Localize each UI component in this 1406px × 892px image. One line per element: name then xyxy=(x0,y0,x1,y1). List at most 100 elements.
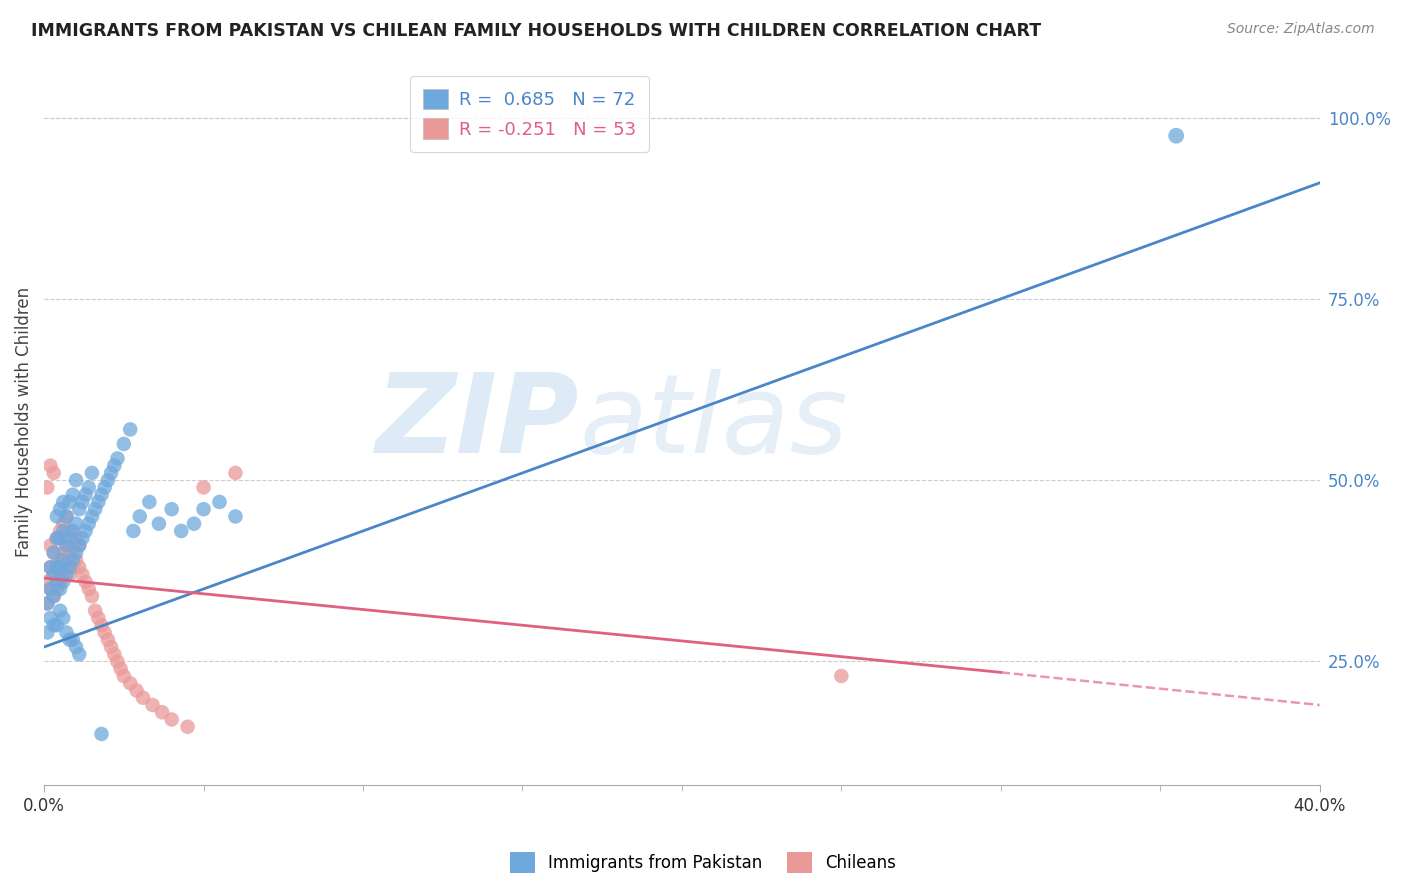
Point xyxy=(65,473,87,487)
Point xyxy=(42,546,65,560)
Point xyxy=(224,466,246,480)
Point xyxy=(42,589,65,603)
Point xyxy=(39,611,62,625)
Point xyxy=(42,466,65,480)
Point xyxy=(62,632,84,647)
Point xyxy=(55,625,77,640)
Point xyxy=(55,538,77,552)
Point xyxy=(59,546,82,560)
Point xyxy=(49,560,72,574)
Point xyxy=(62,488,84,502)
Point xyxy=(193,502,215,516)
Point xyxy=(62,524,84,538)
Point xyxy=(160,502,183,516)
Point xyxy=(84,604,107,618)
Point xyxy=(148,516,170,531)
Point xyxy=(49,553,72,567)
Point xyxy=(55,567,77,582)
Point xyxy=(830,669,852,683)
Point xyxy=(49,574,72,589)
Point xyxy=(52,574,75,589)
Point xyxy=(72,531,94,545)
Point xyxy=(39,560,62,574)
Point xyxy=(112,437,135,451)
Point xyxy=(120,676,142,690)
Point xyxy=(59,495,82,509)
Point xyxy=(52,553,75,567)
Legend: R =  0.685   N = 72, R = -0.251   N = 53: R = 0.685 N = 72, R = -0.251 N = 53 xyxy=(411,76,648,152)
Point xyxy=(110,662,132,676)
Point xyxy=(52,567,75,582)
Point xyxy=(55,509,77,524)
Point xyxy=(65,553,87,567)
Point xyxy=(103,647,125,661)
Point xyxy=(67,538,90,552)
Point xyxy=(39,582,62,596)
Point xyxy=(122,524,145,538)
Point xyxy=(65,531,87,545)
Point xyxy=(45,582,67,596)
Point xyxy=(65,640,87,654)
Point xyxy=(80,589,103,603)
Point xyxy=(80,509,103,524)
Point xyxy=(55,560,77,574)
Point xyxy=(39,458,62,473)
Point xyxy=(45,509,67,524)
Point xyxy=(59,560,82,574)
Point xyxy=(75,488,97,502)
Point xyxy=(72,495,94,509)
Point xyxy=(208,495,231,509)
Point xyxy=(37,574,59,589)
Point xyxy=(84,502,107,516)
Text: atlas: atlas xyxy=(579,368,848,475)
Point xyxy=(37,480,59,494)
Point xyxy=(224,509,246,524)
Point xyxy=(67,538,90,552)
Point xyxy=(176,720,198,734)
Point xyxy=(67,560,90,574)
Point xyxy=(37,597,59,611)
Point xyxy=(100,466,122,480)
Point xyxy=(107,451,129,466)
Point xyxy=(80,466,103,480)
Point xyxy=(52,516,75,531)
Point xyxy=(90,727,112,741)
Point xyxy=(59,531,82,545)
Point xyxy=(75,524,97,538)
Point xyxy=(107,655,129,669)
Point xyxy=(67,647,90,661)
Point xyxy=(55,538,77,552)
Point xyxy=(42,567,65,582)
Point xyxy=(100,640,122,654)
Point xyxy=(128,509,150,524)
Point xyxy=(37,597,59,611)
Point xyxy=(59,567,82,582)
Point xyxy=(42,567,65,582)
Point xyxy=(52,495,75,509)
Point xyxy=(62,538,84,552)
Point xyxy=(62,553,84,567)
Point xyxy=(170,524,193,538)
Point xyxy=(49,524,72,538)
Point xyxy=(59,632,82,647)
Point xyxy=(141,698,163,712)
Point xyxy=(160,713,183,727)
Point xyxy=(45,531,67,545)
Point xyxy=(49,531,72,545)
Point xyxy=(39,560,62,574)
Point xyxy=(45,574,67,589)
Point xyxy=(39,538,62,552)
Point xyxy=(49,604,72,618)
Point xyxy=(93,625,115,640)
Text: IMMIGRANTS FROM PAKISTAN VS CHILEAN FAMILY HOUSEHOLDS WITH CHILDREN CORRELATION : IMMIGRANTS FROM PAKISTAN VS CHILEAN FAMI… xyxy=(31,22,1040,40)
Point xyxy=(52,611,75,625)
Point xyxy=(49,582,72,596)
Point xyxy=(97,473,120,487)
Text: Source: ZipAtlas.com: Source: ZipAtlas.com xyxy=(1227,22,1375,37)
Point xyxy=(45,618,67,632)
Point xyxy=(52,524,75,538)
Point xyxy=(59,524,82,538)
Point xyxy=(42,589,65,603)
Point xyxy=(193,480,215,494)
Point xyxy=(42,546,65,560)
